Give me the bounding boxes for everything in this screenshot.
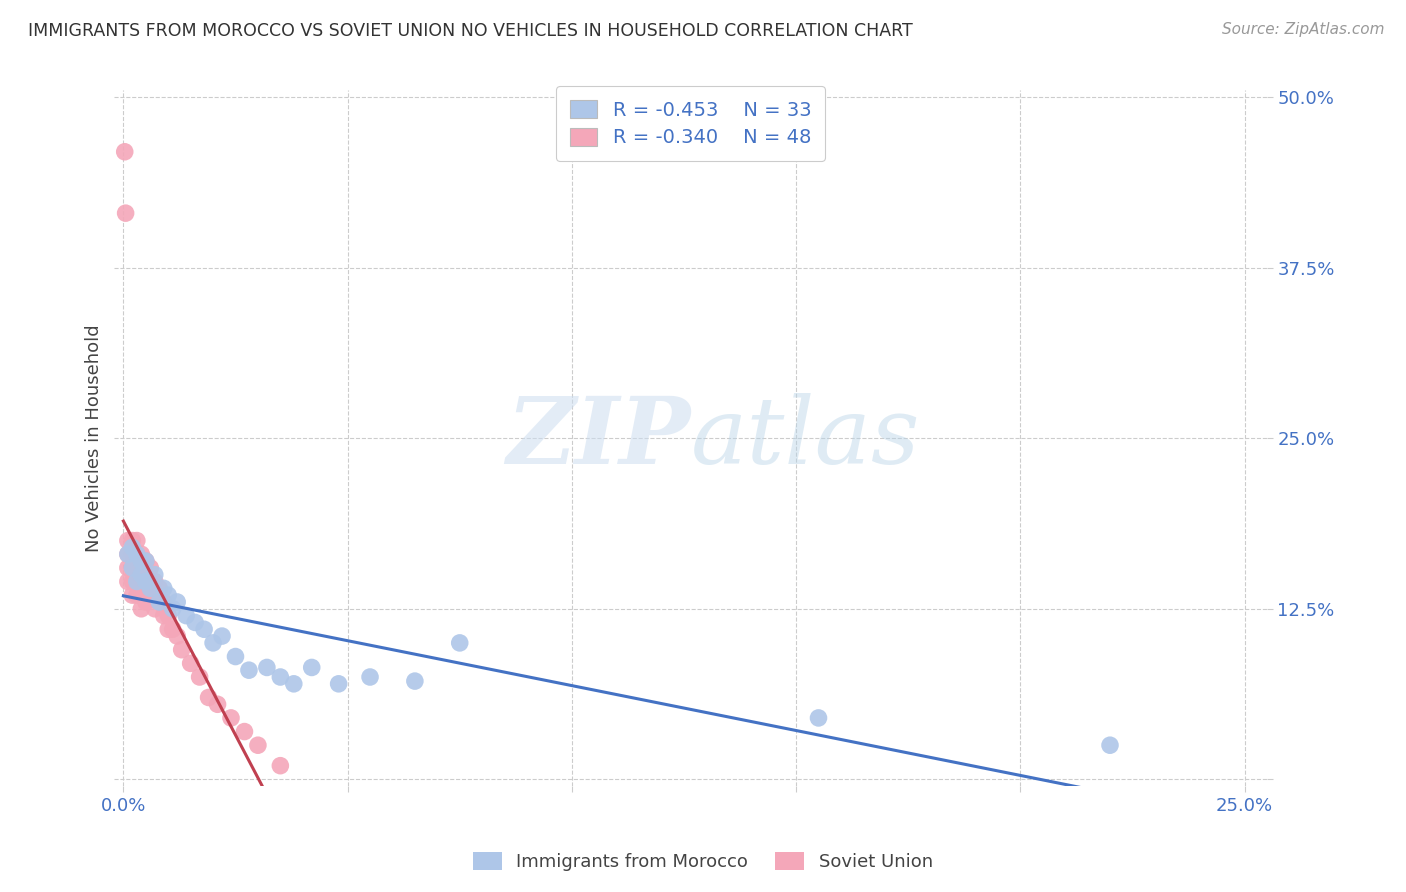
Point xyxy=(135,554,157,568)
Point xyxy=(188,670,211,684)
Text: atlas: atlas xyxy=(690,393,920,483)
Point xyxy=(131,574,153,589)
Point xyxy=(162,622,184,636)
Point xyxy=(246,738,269,752)
Point xyxy=(170,642,193,657)
Point xyxy=(125,574,148,589)
Point xyxy=(148,595,170,609)
Point xyxy=(125,561,148,575)
Point xyxy=(404,674,426,689)
Text: ZIP: ZIP xyxy=(506,393,690,483)
Point xyxy=(139,588,162,602)
Point xyxy=(135,595,157,609)
Point xyxy=(157,588,180,602)
Point xyxy=(114,206,136,220)
Point xyxy=(125,574,148,589)
Point xyxy=(193,622,215,636)
Point xyxy=(121,561,143,575)
Point xyxy=(117,547,139,561)
Point xyxy=(449,636,471,650)
Point xyxy=(121,588,143,602)
Point xyxy=(125,588,148,602)
Point xyxy=(180,657,202,671)
Point xyxy=(117,561,139,575)
Point xyxy=(139,561,162,575)
Point xyxy=(202,636,225,650)
Point xyxy=(269,758,291,772)
Point xyxy=(125,533,148,548)
Point xyxy=(162,602,184,616)
Point xyxy=(131,602,153,616)
Point xyxy=(143,574,166,589)
Point xyxy=(135,554,157,568)
Point xyxy=(152,595,174,609)
Point xyxy=(174,608,197,623)
Point xyxy=(117,574,139,589)
Point xyxy=(131,547,153,561)
Point xyxy=(269,670,291,684)
Point xyxy=(135,567,157,582)
Point xyxy=(157,608,180,623)
Point xyxy=(121,561,143,575)
Point xyxy=(184,615,207,630)
Point xyxy=(131,567,153,582)
Point xyxy=(1098,738,1121,752)
Point xyxy=(166,629,188,643)
Point xyxy=(139,582,162,596)
Point xyxy=(233,724,256,739)
Point xyxy=(256,660,278,674)
Point xyxy=(117,547,139,561)
Point xyxy=(152,582,174,596)
Text: IMMIGRANTS FROM MOROCCO VS SOVIET UNION NO VEHICLES IN HOUSEHOLD CORRELATION CHA: IMMIGRANTS FROM MOROCCO VS SOVIET UNION … xyxy=(28,22,912,40)
Point xyxy=(328,677,350,691)
Point xyxy=(224,649,246,664)
Point xyxy=(166,595,188,609)
Point xyxy=(283,677,305,691)
Point xyxy=(121,533,143,548)
Point xyxy=(148,595,170,609)
Point xyxy=(135,574,157,589)
Point xyxy=(135,582,157,596)
Point xyxy=(148,582,170,596)
Point xyxy=(152,608,174,623)
Point xyxy=(143,567,166,582)
Point xyxy=(131,588,153,602)
Point xyxy=(117,533,139,548)
Point xyxy=(121,541,143,555)
Point xyxy=(219,711,242,725)
Point xyxy=(121,574,143,589)
Point xyxy=(125,547,148,561)
Legend: Immigrants from Morocco, Soviet Union: Immigrants from Morocco, Soviet Union xyxy=(465,846,941,879)
Legend: R = -0.453    N = 33, R = -0.340    N = 48: R = -0.453 N = 33, R = -0.340 N = 48 xyxy=(557,87,825,161)
Point xyxy=(139,574,162,589)
Point xyxy=(143,588,166,602)
Point xyxy=(807,711,830,725)
Point xyxy=(143,602,166,616)
Point xyxy=(157,622,180,636)
Y-axis label: No Vehicles in Household: No Vehicles in Household xyxy=(86,325,103,552)
Point xyxy=(114,145,136,159)
Point xyxy=(211,629,233,643)
Point xyxy=(301,660,323,674)
Point xyxy=(131,561,153,575)
Point xyxy=(121,547,143,561)
Point xyxy=(125,547,148,561)
Point xyxy=(197,690,219,705)
Point xyxy=(207,698,229,712)
Point xyxy=(131,554,153,568)
Point xyxy=(238,663,260,677)
Point xyxy=(359,670,381,684)
Text: Source: ZipAtlas.com: Source: ZipAtlas.com xyxy=(1222,22,1385,37)
